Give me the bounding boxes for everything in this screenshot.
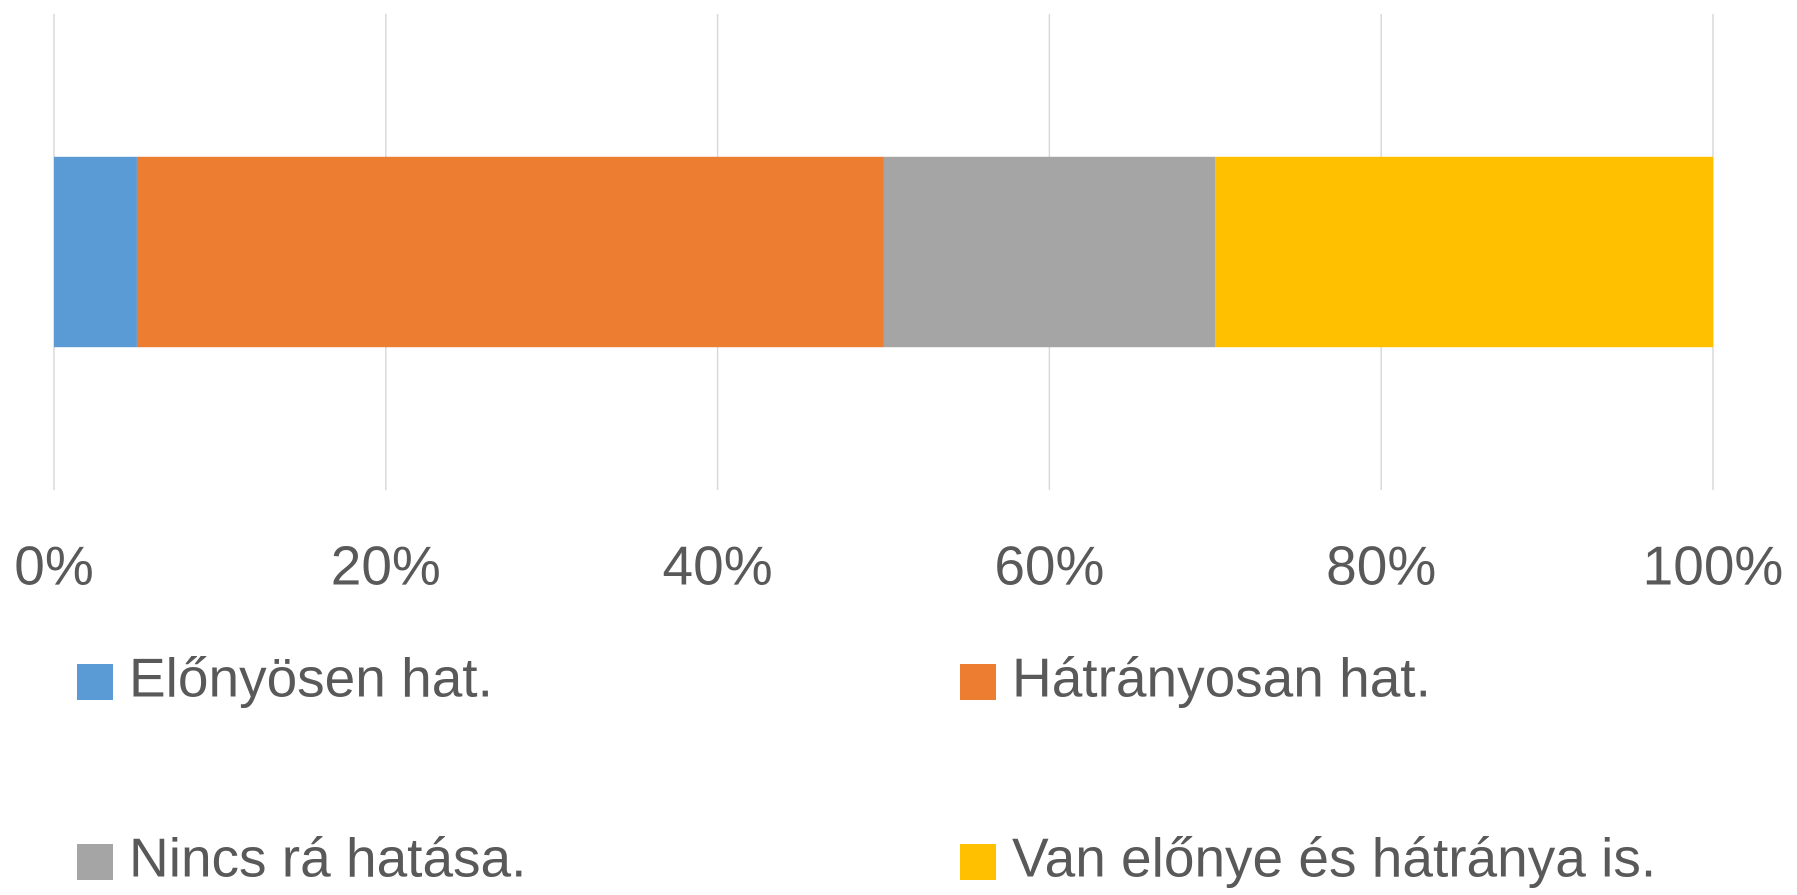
legend-label: Hátrányosan hat. <box>1012 647 1431 709</box>
x-tick-label: 100% <box>1643 535 1784 597</box>
x-tick-label: 40% <box>663 535 773 597</box>
x-tick-label: 80% <box>1326 535 1436 597</box>
legend-swatch <box>960 664 996 700</box>
legend-swatch <box>960 844 996 880</box>
x-tick-label: 0% <box>14 535 94 597</box>
bar-segment <box>54 156 137 348</box>
legend-label: Nincs rá hatása. <box>129 827 526 889</box>
bar-segment <box>883 156 1216 348</box>
legend-swatch <box>77 664 113 700</box>
bar-segment <box>1215 156 1713 348</box>
x-tick-label: 20% <box>331 535 441 597</box>
x-tick-label: 60% <box>994 535 1104 597</box>
bar-segment <box>136 156 884 348</box>
legend-label: Előnyösen hat. <box>129 647 493 709</box>
legend-swatch <box>77 844 113 880</box>
legend-label: Van előnye és hátránya is. <box>1012 827 1656 889</box>
